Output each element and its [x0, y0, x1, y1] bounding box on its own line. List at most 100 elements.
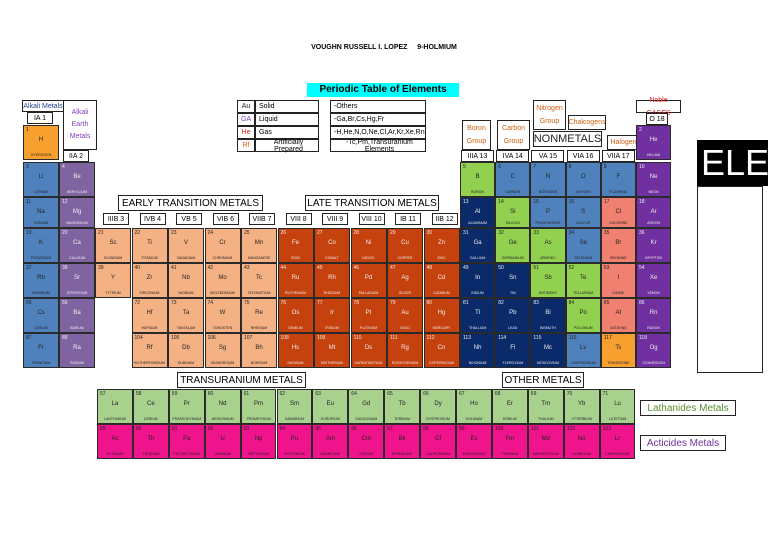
element-name: BERKELIUM [392, 452, 413, 456]
element-cell: 29 Cu COPPER [387, 228, 423, 263]
element-name: YTTRIUM [105, 291, 121, 295]
element-name: PROMETHIUM [246, 417, 271, 421]
group-label: VIIB 7 [249, 213, 275, 225]
element-cell: 110 Ds DARMSTADTIUM [350, 333, 387, 368]
element-symbol: Db [182, 345, 190, 351]
element-name: CALCIUM [69, 256, 85, 260]
atomic-number: 84 [568, 300, 575, 306]
element-cell: 17 Cl CHLORINE [600, 197, 636, 228]
group-name: NONMETALS [533, 131, 602, 147]
element-symbol: Md [541, 436, 550, 442]
atomic-number: 41 [171, 265, 177, 271]
atomic-number: 96 [351, 426, 357, 432]
element-cell: 109 Mt MEITNERIUM [314, 333, 350, 368]
element-symbol: Ce [147, 401, 155, 407]
element-cell: 106 Sg SEABORGIUM [204, 333, 241, 368]
element-name: CHROMIUM [212, 256, 233, 260]
atomic-number: 29 [390, 230, 396, 236]
atomic-number: 32 [498, 230, 504, 236]
element-name: MEITNERIUM [320, 361, 344, 365]
state-legend: Au Solid GA Liquid He Gas Rf Artificially Prepa… [237, 100, 319, 153]
element-name: NEPTUNIUM [248, 452, 269, 456]
element-symbol: Sg [218, 345, 227, 351]
element-name: RADON [647, 326, 660, 330]
element-cell: 70 Yb YTTERBIUM [563, 389, 600, 424]
element-cell: 104 Rf RUTHERFORDIUM [131, 333, 168, 368]
element-name: GADOLINIUM [355, 417, 378, 421]
element-cell: 61 Pm PROMETHIUM [240, 389, 277, 424]
element-symbol: Pt [365, 310, 372, 316]
element-cell: 6 C CARBON [495, 162, 531, 197]
atomic-number: 75 [244, 300, 250, 306]
element-name: DUBNIUM [177, 361, 195, 365]
element-name: SULFUR [576, 221, 591, 225]
element-cell: 44 Ru RUTHENIUM [277, 263, 314, 298]
element-cell: 94 Pu PLUTONIUM [276, 424, 313, 459]
atomic-number: 114 [498, 335, 507, 341]
element-name: SCANDIUM [103, 256, 123, 260]
section-label: OTHER METALS [502, 372, 584, 388]
atomic-number: 13 [463, 199, 469, 205]
element-name: MERCURY [432, 326, 451, 330]
atomic-number: 98 [423, 426, 429, 432]
element-cell: 15 P PHOSPHORUS [530, 197, 566, 228]
element-cell: 31 Ga GALLIUM [460, 228, 496, 263]
element-symbol: Ag [401, 275, 409, 281]
element-name: DYSPROSIUM [426, 417, 450, 421]
atomic-number: 101 [530, 426, 540, 432]
element-name: THULIUM [537, 417, 554, 421]
element-cell: 12 Mg MAGNESIUM [59, 197, 95, 228]
element-name: CARBON [505, 190, 521, 194]
element-cell: 66 Dy DYSPROSIUM [420, 389, 456, 424]
element-cell: 11 Na SODIUM [23, 197, 59, 228]
element-name: BOHRIUM [250, 361, 268, 365]
atomic-number: 60 [207, 391, 214, 397]
element-cell: 113 Nh NIHONIUM [460, 333, 496, 368]
element-cell: 82 Pb LEAD [495, 298, 531, 333]
element-name: LAWRENCIUM [605, 452, 630, 456]
element-symbol: He [649, 137, 658, 143]
element-symbol: Th [147, 436, 155, 442]
element-cell: 43 Tc TECHNETIUM [241, 263, 277, 298]
atomic-number: 116 [568, 335, 577, 341]
element-symbol: Zn [437, 240, 445, 246]
element-cell: 64 Gd GADOLINIUM [348, 389, 385, 424]
element-symbol: Ta [182, 310, 190, 316]
state-symbol: He [237, 126, 255, 139]
element-cell: 30 Zn ZINC [423, 228, 460, 263]
atomic-number: 88 [62, 335, 68, 341]
element-symbol: In [475, 275, 481, 281]
atomic-number: 67 [459, 391, 465, 397]
element-symbol: Si [510, 209, 516, 215]
element-name: MENDELEVIUM [532, 452, 559, 456]
element-name: ACTINIUM [106, 452, 124, 456]
element-symbol: Mc [543, 345, 552, 351]
element-symbol: Hf [146, 310, 153, 316]
series-label: Acticides Metals [640, 435, 726, 451]
element-cell: 79 Au GOLD [387, 298, 423, 333]
element-symbol: N [545, 174, 551, 180]
element-cell: 97 Bk BERKELIUM [384, 424, 421, 459]
element-symbol: Mo [218, 275, 227, 281]
atomic-number: 47 [390, 265, 396, 271]
atomic-number: 12 [62, 199, 68, 205]
atomic-number: 14 [498, 199, 504, 205]
atomic-number: 76 [280, 300, 287, 306]
element-name: BROMINE [610, 256, 627, 260]
atomic-number: 38 [62, 265, 68, 271]
element-cell: 78 Pt PLATINUM [350, 298, 387, 333]
element-cell: 4 Be BERYLLIUM [59, 162, 95, 197]
atomic-number: 86 [639, 300, 645, 306]
element-symbol: Cr [219, 240, 226, 246]
element-symbol: Br [615, 240, 622, 246]
element-cell: 60 Nd NEODYMIUM [204, 389, 241, 424]
atomic-number: 40 [134, 265, 141, 271]
element-symbol: Ra [73, 345, 81, 351]
element-cell: 24 Cr CHROMIUM [204, 228, 241, 263]
atomic-number: 28 [353, 230, 360, 236]
atomic-number: 77 [317, 300, 323, 306]
element-symbol: Mn [254, 240, 264, 246]
element-cell: 54 Xe XENON [636, 263, 672, 298]
element-name: PRASEODYMIUM [172, 417, 202, 421]
group-name: Chalcogens [568, 115, 606, 130]
